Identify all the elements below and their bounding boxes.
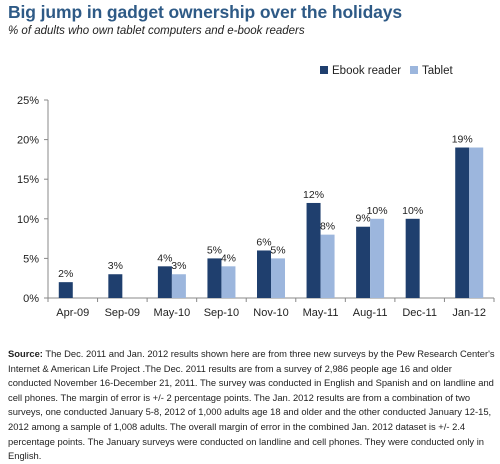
source-label: Source:	[8, 348, 43, 359]
bar-ebook-reader	[455, 147, 470, 298]
legend-label-ebook-reader: Ebook reader	[332, 65, 401, 77]
bar-ebook-reader	[306, 202, 321, 298]
data-label: 5%	[207, 244, 222, 256]
data-label: 3%	[171, 260, 186, 272]
x-tick-label: Jan-12	[452, 307, 486, 319]
bar-tablet	[221, 266, 236, 298]
y-tick-label: 0%	[23, 293, 39, 305]
bar-tablet	[171, 274, 186, 298]
data-label: 3%	[108, 260, 123, 272]
x-tick-label: May-10	[154, 307, 191, 319]
data-label: 10%	[402, 205, 423, 217]
data-label: 5%	[270, 244, 285, 256]
bar-ebook-reader	[207, 258, 222, 298]
data-label: 6%	[256, 236, 271, 248]
data-label: 4%	[221, 252, 236, 264]
bar-ebook-reader	[356, 226, 371, 298]
data-label: 10%	[367, 205, 388, 217]
bar-ebook-reader	[405, 218, 420, 298]
data-label: 19%	[452, 134, 473, 146]
legend-label-tablet: Tablet	[422, 65, 453, 77]
y-tick-label: 20%	[17, 135, 39, 147]
x-tick-label: May-11	[303, 307, 339, 319]
x-tick-label: Sep-09	[105, 307, 140, 319]
legend-swatch-ebook-reader	[320, 66, 328, 74]
y-tick-label: 15%	[17, 174, 39, 186]
x-tick-label: Nov-10	[253, 307, 288, 319]
x-tick-label: Sep-10	[204, 307, 239, 319]
bar-chart: 0% 5% 10% 15% 20% 25% Apr-09 2% Sep-09 3% May-10 4%…	[17, 65, 495, 319]
bar-ebook-reader	[157, 266, 172, 298]
bar-tablet	[370, 218, 385, 298]
legend-swatch-tablet	[410, 66, 418, 74]
data-label: 9%	[356, 213, 371, 225]
chart-subtitle: % of adults who own tablet computers and…	[8, 25, 305, 37]
y-tick-label: 5%	[23, 253, 39, 265]
chart-title: Big jump in gadget ownership over the ho…	[8, 2, 403, 22]
bar-tablet	[271, 258, 285, 298]
bar-ebook-reader	[58, 282, 73, 298]
x-tick-label: Aug-11	[353, 307, 388, 319]
data-label: 8%	[320, 221, 335, 233]
data-label: 2%	[58, 268, 73, 280]
source-text: The Dec. 2011 and Jan. 2012 results show…	[8, 348, 495, 462]
bar-tablet	[320, 234, 335, 298]
data-label: 4%	[157, 252, 172, 264]
data-label: 12%	[303, 189, 324, 201]
bar-ebook-reader	[257, 250, 271, 298]
bar-tablet	[469, 147, 484, 298]
y-tick-label: 25%	[17, 95, 39, 107]
x-tick-label: Apr-09	[56, 307, 89, 319]
y-tick-label: 10%	[17, 214, 39, 226]
source-note: Source: The Dec. 2011 and Jan. 2012 resu…	[8, 347, 496, 464]
x-tick-label: Dec-11	[402, 307, 437, 319]
bar-ebook-reader	[108, 274, 123, 298]
